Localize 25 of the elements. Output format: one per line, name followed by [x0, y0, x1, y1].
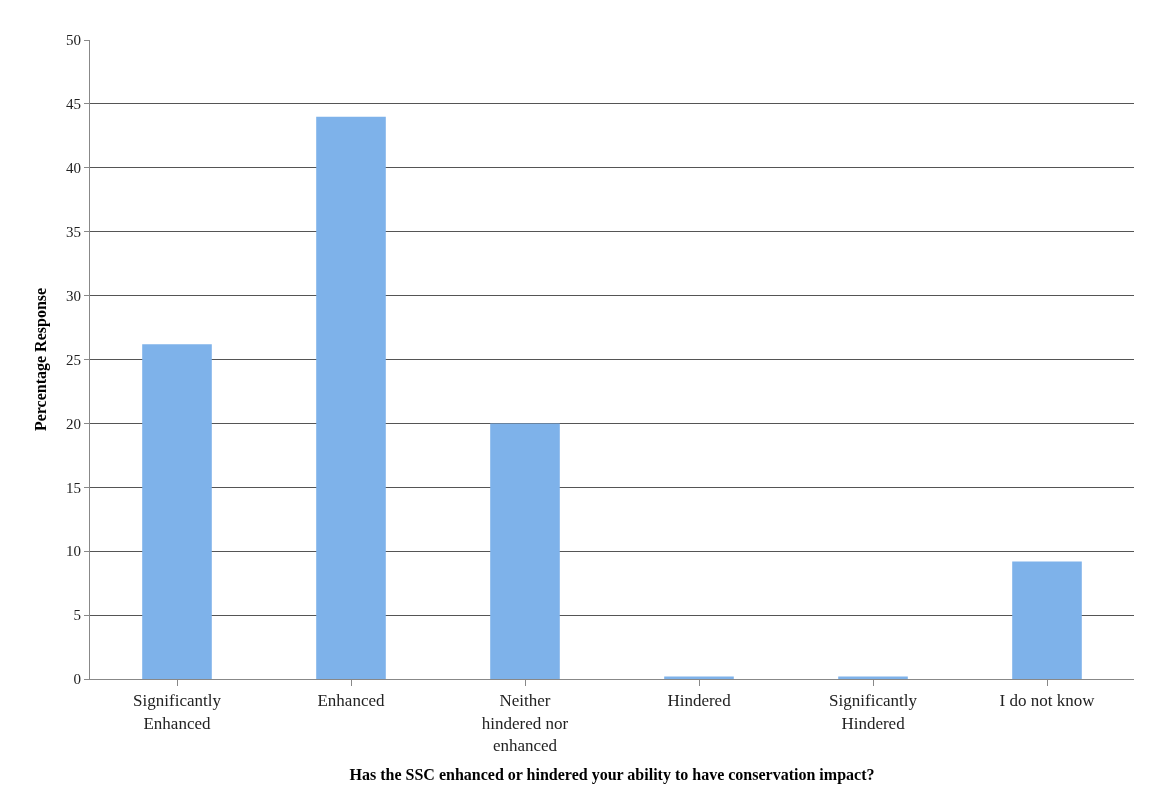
x-tick-label: Hindered	[667, 691, 732, 711]
y-tick-label: 5	[73, 607, 81, 624]
x-tick-label: Enhanced	[317, 691, 385, 711]
y-axis-title: Percentage Response	[31, 287, 50, 432]
bar	[664, 676, 734, 679]
bar	[490, 423, 560, 679]
y-tick-label: 30	[66, 287, 81, 304]
x-axis-title: Has the SSC enhanced or hindered your ability to have conservation impact?	[349, 766, 875, 785]
y-tick-label: 10	[66, 543, 81, 560]
y-tick-label: 25	[66, 351, 81, 368]
y-tick-label: 50	[66, 32, 81, 49]
bar	[316, 116, 386, 679]
y-tick-label: 15	[66, 479, 81, 496]
y-tick-label: 40	[66, 160, 81, 177]
x-tick-label: Significantly Hindered	[829, 691, 918, 733]
y-tick-label: 45	[66, 96, 81, 113]
bar	[838, 676, 908, 679]
bar	[1012, 561, 1082, 679]
bar	[142, 344, 212, 679]
x-tick-label: Significantly Enhanced	[133, 691, 222, 733]
y-tick-label: 20	[66, 415, 81, 432]
y-tick-label: 35	[66, 223, 81, 240]
x-tick-label: Neither hindered nor enhanced	[481, 691, 569, 755]
y-tick-label: 0	[73, 671, 81, 688]
x-tick-label: I do not know	[999, 691, 1096, 711]
